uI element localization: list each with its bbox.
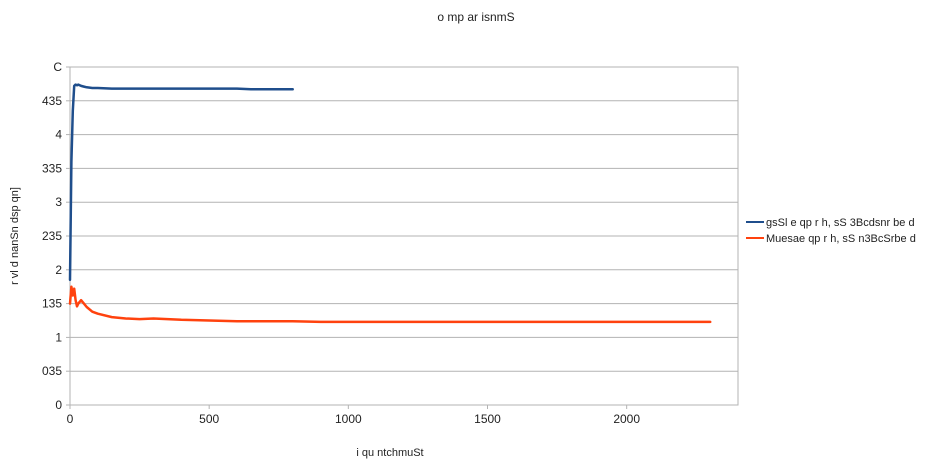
y-tick-label: 335 [42,161,62,175]
x-tick-label: 500 [199,412,219,426]
y-tick-label: 035 [42,364,62,378]
y-tick-label: C [53,60,62,74]
series-lines [68,83,712,324]
x-tick-label: 2000 [613,412,640,426]
y-tick-label: 1 [55,330,62,344]
y-tick-label: 0 [55,398,62,412]
y-axis-ticks: 0 035 1 135 2 235 3 335 4 435 C [42,60,70,412]
y-tick-label: 2 [55,263,62,277]
x-axis-ticks: 0 500 1000 1500 2000 [67,405,640,426]
y-tick-label: 4 [55,128,62,142]
x-tick-label: 0 [67,412,74,426]
y-tick-label: 435 [42,94,62,108]
y-axis-title: r vl d nanSn dsp qn] [9,187,21,285]
y-tick-label: 235 [42,229,62,243]
series-line-2 [68,285,712,324]
y-tick-label: 3 [55,195,62,209]
x-tick-label: 1500 [474,412,501,426]
legend: gsSl e qp r h, sS 3Bcdsnr be d Muesae qp … [746,217,916,245]
legend-label-2: Muesae qp r h, sS n3BcSrbe d [766,233,916,245]
x-tick-label: 1000 [335,412,362,426]
series-line-1 [68,83,294,282]
x-axis-title: i qu ntchmuSt [356,447,423,459]
legend-label-1: gsSl e qp r h, sS 3Bcdsnr be d [766,217,915,229]
chart-title: o mp ar isnmS [437,10,514,24]
y-tick-label: 135 [42,297,62,311]
